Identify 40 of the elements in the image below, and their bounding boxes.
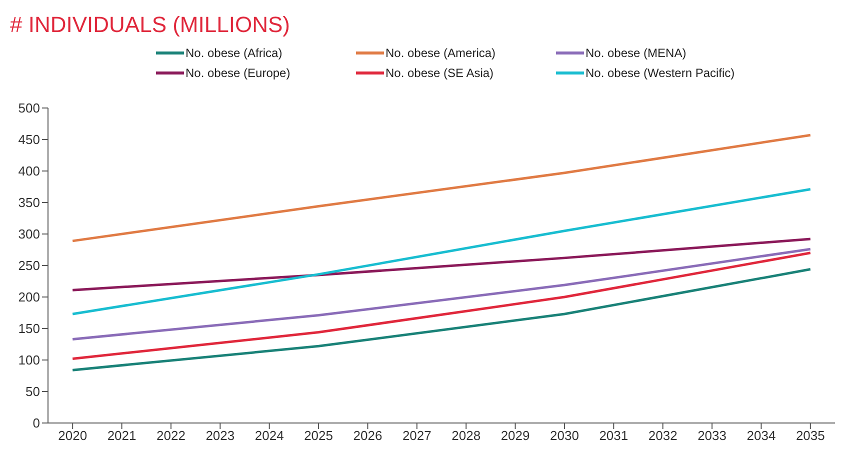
line-series — [71, 238, 812, 292]
y-tick-label: 50 — [26, 384, 40, 400]
y-tick-label: 400 — [18, 164, 40, 179]
x-tick-label: 2022 — [156, 428, 186, 444]
x-tick-label: 2033 — [698, 428, 726, 444]
x-tick-label: 2035 — [796, 428, 825, 444]
y-tick-label: 450 — [18, 132, 40, 148]
x-tick-label: 2029 — [500, 428, 530, 444]
x-tick-label: 2031 — [599, 428, 628, 444]
legend-label: No. obese (America) — [386, 46, 496, 60]
legend-label: No. obese (Europe) — [186, 66, 290, 80]
x-tick-label: 2021 — [107, 428, 136, 444]
chart-title: # INDIVIDUALS (MILLIONS) — [9, 11, 291, 39]
y-tick-label: 250 — [18, 258, 40, 274]
x-tick-label: 2025 — [304, 428, 333, 444]
x-tick-label: 2030 — [550, 428, 579, 444]
legend-label: No. obese (MENA) — [586, 46, 686, 60]
x-tick-label: 2020 — [58, 428, 88, 444]
x-tick-label: 2027 — [402, 428, 432, 444]
line-series — [71, 252, 812, 360]
y-tick-label: 300 — [18, 226, 40, 242]
legend-label: No. obese (Africa) — [186, 46, 282, 60]
legend-label: No. obese (SE Asia) — [386, 66, 494, 80]
y-tick-label: 100 — [18, 352, 40, 368]
line-series — [71, 134, 812, 242]
line-series — [71, 188, 812, 316]
x-tick-label: 2028 — [452, 428, 481, 444]
y-tick-label: 200 — [18, 290, 40, 305]
line-series — [71, 268, 812, 372]
y-tick-label: 500 — [18, 100, 40, 116]
x-tick-label: 2024 — [254, 428, 284, 444]
line-series — [71, 248, 812, 340]
y-tick-label: 150 — [18, 321, 40, 336]
legend-label: No. obese (Western Pacific) — [586, 66, 735, 80]
y-tick-label: 350 — [18, 195, 40, 210]
x-tick-label: 2026 — [353, 428, 382, 444]
x-tick-label: 2032 — [648, 428, 678, 444]
x-tick-label: 2034 — [746, 428, 776, 444]
y-tick-label: 0 — [32, 416, 40, 431]
x-tick-label: 2023 — [206, 428, 235, 444]
